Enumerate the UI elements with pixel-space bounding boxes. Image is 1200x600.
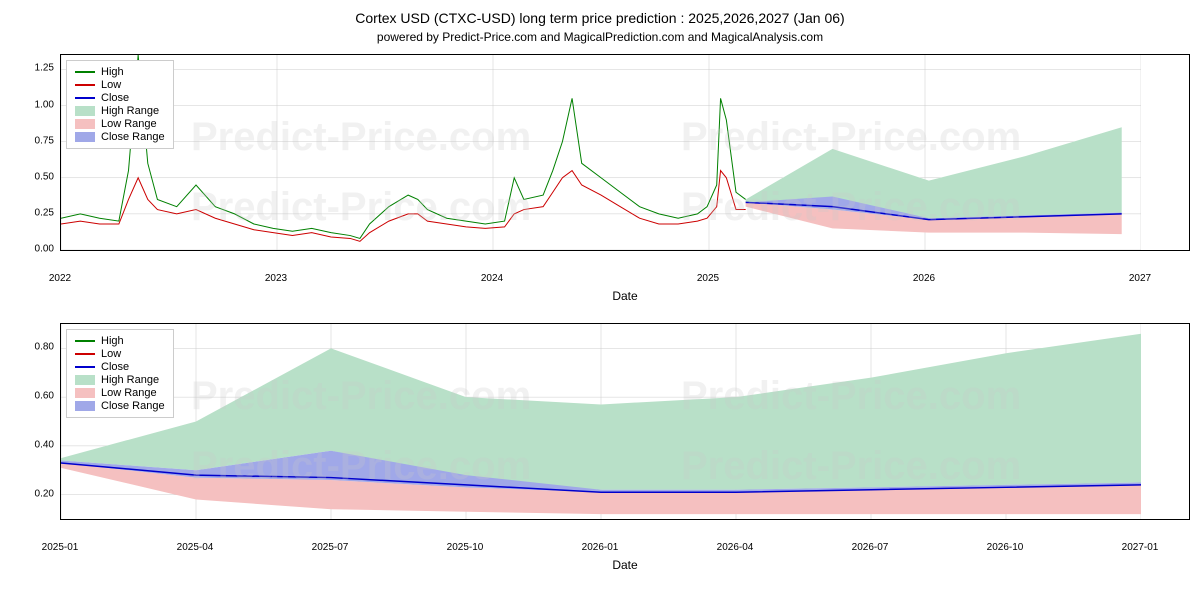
x-ticks: 2025-012025-042025-072025-102026-012026-… (60, 540, 1140, 554)
y-axis-label: Price (0, 165, 1, 192)
chart-1-outer: Price 0.000.250.500.751.001.25 High Low … (10, 54, 1190, 303)
legend-item-close: Close (75, 92, 165, 104)
chart-1: High Low Close High Range Low Range Clos… (60, 54, 1190, 251)
legend: High Low Close High Range Low Range Clos… (66, 329, 174, 418)
legend-item-close-range: Close Range (75, 131, 165, 143)
y-ticks: 0.200.400.600.80 (10, 323, 58, 518)
x-ticks: 202220232024202520262027 (60, 271, 1140, 285)
chart-title: Cortex USD (CTXC-USD) long term price pr… (10, 10, 1190, 26)
legend-item-high: High (75, 335, 165, 347)
chart-2: High Low Close High Range Low Range Clos… (60, 323, 1190, 520)
y-axis-label: Price (0, 434, 1, 461)
legend: High Low Close High Range Low Range Clos… (66, 60, 174, 149)
chart-container: Cortex USD (CTXC-USD) long term price pr… (10, 10, 1190, 572)
legend-item-low-range: Low Range (75, 387, 165, 399)
chart-2-outer: Price 0.200.400.600.80 High Low Close Hi… (10, 323, 1190, 572)
legend-item-low-range: Low Range (75, 118, 165, 130)
legend-item-high: High (75, 66, 165, 78)
y-ticks: 0.000.250.500.751.001.25 (10, 54, 58, 249)
x-axis-label: Date (60, 289, 1190, 303)
legend-item-high-range: High Range (75, 374, 165, 386)
legend-item-low: Low (75, 79, 165, 91)
legend-item-high-range: High Range (75, 105, 165, 117)
chart-2-svg (61, 324, 1141, 519)
legend-item-low: Low (75, 348, 165, 360)
legend-item-close: Close (75, 361, 165, 373)
x-axis-label: Date (60, 558, 1190, 572)
legend-item-close-range: Close Range (75, 400, 165, 412)
chart-subtitle: powered by Predict-Price.com and Magical… (10, 30, 1190, 44)
chart-1-svg (61, 55, 1141, 250)
